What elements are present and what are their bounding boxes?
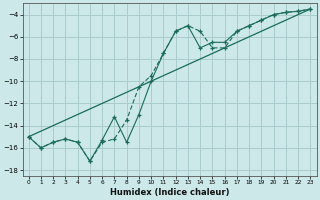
- X-axis label: Humidex (Indice chaleur): Humidex (Indice chaleur): [110, 188, 229, 197]
